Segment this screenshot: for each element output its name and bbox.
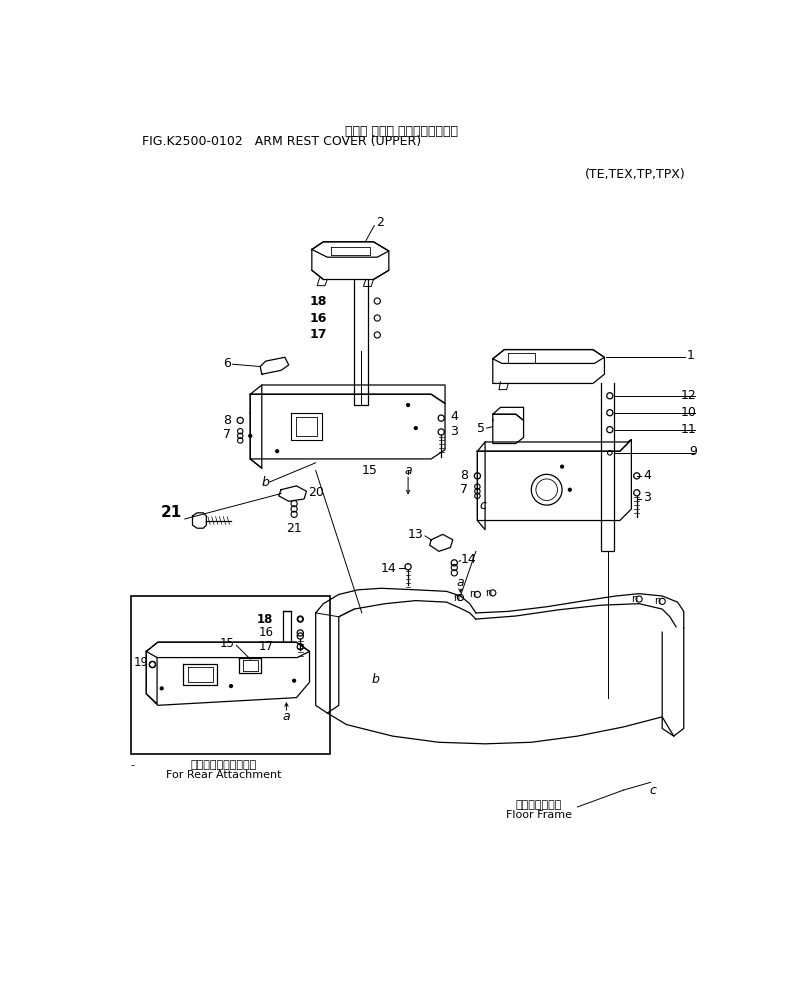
Text: 13: 13: [407, 528, 423, 541]
Text: 3: 3: [451, 425, 458, 438]
Text: 19: 19: [133, 657, 148, 670]
Circle shape: [249, 434, 252, 437]
Text: アーム レスト カバー（アッパ）: アーム レスト カバー（アッパ）: [345, 125, 458, 138]
Text: -: -: [131, 761, 135, 771]
Text: (TE,TEX,TP,TPX): (TE,TEX,TP,TPX): [585, 167, 685, 180]
Circle shape: [149, 662, 155, 668]
Text: For Rear Attachment: For Rear Attachment: [166, 770, 281, 780]
Text: 14: 14: [381, 562, 396, 575]
Text: n: n: [631, 594, 637, 604]
Circle shape: [407, 403, 410, 406]
Text: 7: 7: [223, 427, 231, 440]
Text: 5: 5: [477, 421, 485, 434]
Text: 18: 18: [310, 294, 327, 307]
Text: 16: 16: [258, 627, 273, 640]
Text: 21: 21: [287, 522, 302, 535]
Text: 17: 17: [310, 328, 327, 341]
Text: FIG.K2500-0102   ARM REST COVER (UPPER): FIG.K2500-0102 ARM REST COVER (UPPER): [142, 135, 422, 148]
Text: 9: 9: [689, 444, 697, 457]
Text: n: n: [453, 593, 459, 603]
Text: 4: 4: [451, 410, 458, 423]
Text: a: a: [404, 464, 412, 476]
Text: n: n: [485, 588, 491, 598]
Text: 20: 20: [308, 486, 324, 499]
Text: 12: 12: [681, 389, 697, 402]
Text: 1: 1: [687, 349, 695, 362]
Text: 15: 15: [220, 638, 235, 651]
Text: 15: 15: [362, 464, 378, 476]
Text: 10: 10: [681, 406, 697, 419]
Text: b: b: [372, 673, 380, 686]
Text: 8: 8: [223, 414, 231, 426]
Text: Floor Frame: Floor Frame: [506, 811, 572, 821]
Text: 11: 11: [681, 423, 697, 436]
Circle shape: [229, 685, 232, 688]
Text: n: n: [655, 597, 661, 607]
Text: 4: 4: [643, 469, 651, 482]
Text: 18: 18: [257, 613, 273, 626]
Text: フロアフレーム: フロアフレーム: [516, 801, 562, 811]
Text: 2: 2: [376, 216, 384, 229]
Text: c: c: [479, 498, 486, 512]
Text: 14: 14: [461, 553, 476, 566]
Circle shape: [298, 617, 302, 622]
Circle shape: [160, 687, 163, 690]
Circle shape: [560, 465, 564, 468]
Text: 8: 8: [460, 469, 468, 482]
Text: 3: 3: [643, 490, 651, 504]
Circle shape: [293, 679, 296, 683]
Text: a: a: [283, 711, 290, 724]
Text: 17: 17: [258, 641, 273, 654]
Text: 21: 21: [160, 506, 181, 521]
Text: c: c: [649, 784, 656, 797]
Bar: [131, 596, 330, 754]
Text: b: b: [261, 475, 269, 488]
Text: 6: 6: [223, 357, 231, 370]
Text: 7: 7: [460, 483, 468, 496]
Circle shape: [568, 488, 571, 491]
Text: 16: 16: [310, 311, 327, 324]
Text: n: n: [469, 590, 476, 600]
Circle shape: [276, 449, 279, 452]
Text: 後方用アタッチメント: 後方用アタッチメント: [190, 761, 257, 771]
Text: a: a: [457, 576, 464, 589]
Circle shape: [414, 426, 418, 429]
